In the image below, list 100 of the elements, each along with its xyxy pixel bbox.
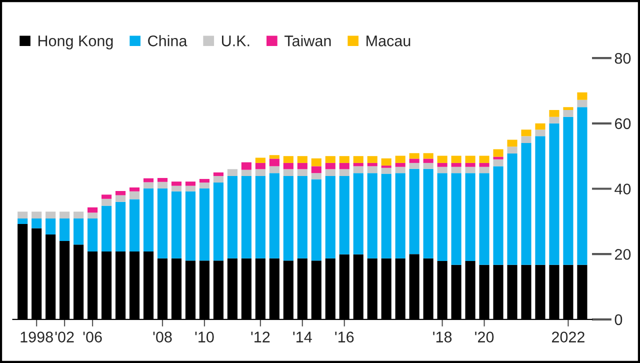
bar	[227, 169, 238, 176]
bar	[311, 179, 322, 261]
bar	[185, 191, 196, 261]
bar	[241, 176, 252, 258]
bar	[32, 212, 42, 218]
bar	[255, 169, 266, 176]
bar	[255, 162, 266, 170]
bar	[102, 206, 112, 252]
bar	[493, 159, 504, 166]
x-tick-label: '20	[475, 332, 494, 342]
bar	[395, 166, 406, 174]
bar	[409, 168, 420, 254]
bar	[395, 162, 406, 167]
bar	[199, 182, 210, 188]
bar	[283, 156, 294, 163]
bar	[451, 166, 462, 174]
bar	[74, 218, 84, 245]
bar	[367, 162, 378, 166]
bar	[339, 169, 350, 176]
bar	[60, 218, 70, 242]
y-tick-label: 0	[614, 314, 622, 326]
bar	[451, 156, 462, 163]
bar	[493, 149, 504, 157]
bar	[507, 153, 518, 265]
bar	[451, 173, 462, 265]
x-tick-label: '02	[55, 332, 74, 342]
bar	[353, 162, 364, 166]
bar	[549, 116, 560, 124]
y-tick-label: 20	[614, 248, 631, 260]
bar	[213, 172, 224, 176]
bar	[311, 173, 322, 180]
bar	[535, 130, 546, 136]
bar	[507, 140, 518, 147]
bar	[185, 186, 196, 192]
legend-label: Hong Kong	[38, 36, 113, 50]
bar	[18, 212, 28, 218]
bar	[577, 92, 588, 100]
bar	[283, 176, 294, 261]
bar	[255, 176, 266, 258]
bar	[479, 166, 490, 174]
bar	[311, 158, 322, 166]
bar	[88, 207, 98, 213]
bar	[102, 194, 112, 199]
bar	[381, 158, 392, 166]
bar	[297, 176, 308, 258]
bar	[269, 173, 280, 258]
bar	[325, 169, 336, 176]
bar	[409, 158, 420, 163]
bar	[507, 146, 518, 154]
bar	[353, 156, 364, 163]
bar	[129, 191, 140, 200]
bar	[185, 182, 196, 186]
legend-label: Taiwan	[284, 35, 331, 46]
bar	[339, 156, 350, 163]
bar	[143, 182, 154, 188]
bar	[157, 188, 168, 258]
bar	[521, 130, 532, 136]
bar	[423, 158, 434, 163]
bar	[46, 212, 56, 218]
x-tick-label: '16	[335, 332, 354, 342]
bar	[395, 156, 406, 163]
bar	[297, 162, 308, 170]
bar	[339, 176, 350, 254]
bar	[409, 153, 420, 159]
bar	[577, 107, 588, 265]
bar	[437, 162, 448, 167]
bar	[563, 110, 574, 117]
bar	[521, 143, 532, 265]
bar	[102, 198, 112, 206]
bar	[437, 173, 448, 261]
bar	[143, 188, 154, 252]
bar	[88, 212, 98, 218]
bar	[381, 174, 392, 258]
x-tick-label: 1998	[20, 332, 53, 342]
x-tick-label: '12	[251, 332, 270, 342]
bar	[437, 166, 448, 174]
bar	[46, 218, 56, 234]
bar	[521, 136, 532, 144]
bar	[465, 173, 476, 261]
bar	[437, 156, 448, 163]
bar	[409, 162, 420, 169]
bar	[423, 162, 434, 169]
bar	[367, 166, 378, 174]
bar	[465, 162, 476, 167]
bar	[129, 187, 140, 192]
bar	[353, 173, 364, 254]
bar	[325, 156, 336, 163]
bar	[115, 191, 126, 196]
bar	[283, 162, 294, 170]
bar	[465, 156, 476, 163]
bar	[255, 158, 266, 163]
bar	[381, 168, 392, 174]
bar	[213, 176, 224, 183]
bar	[535, 136, 546, 265]
x-tick-label: '06	[83, 332, 102, 342]
bar	[171, 182, 182, 186]
y-tick-label: 80	[614, 52, 631, 64]
bar	[199, 178, 210, 183]
bar	[74, 212, 84, 218]
bar	[311, 166, 322, 174]
